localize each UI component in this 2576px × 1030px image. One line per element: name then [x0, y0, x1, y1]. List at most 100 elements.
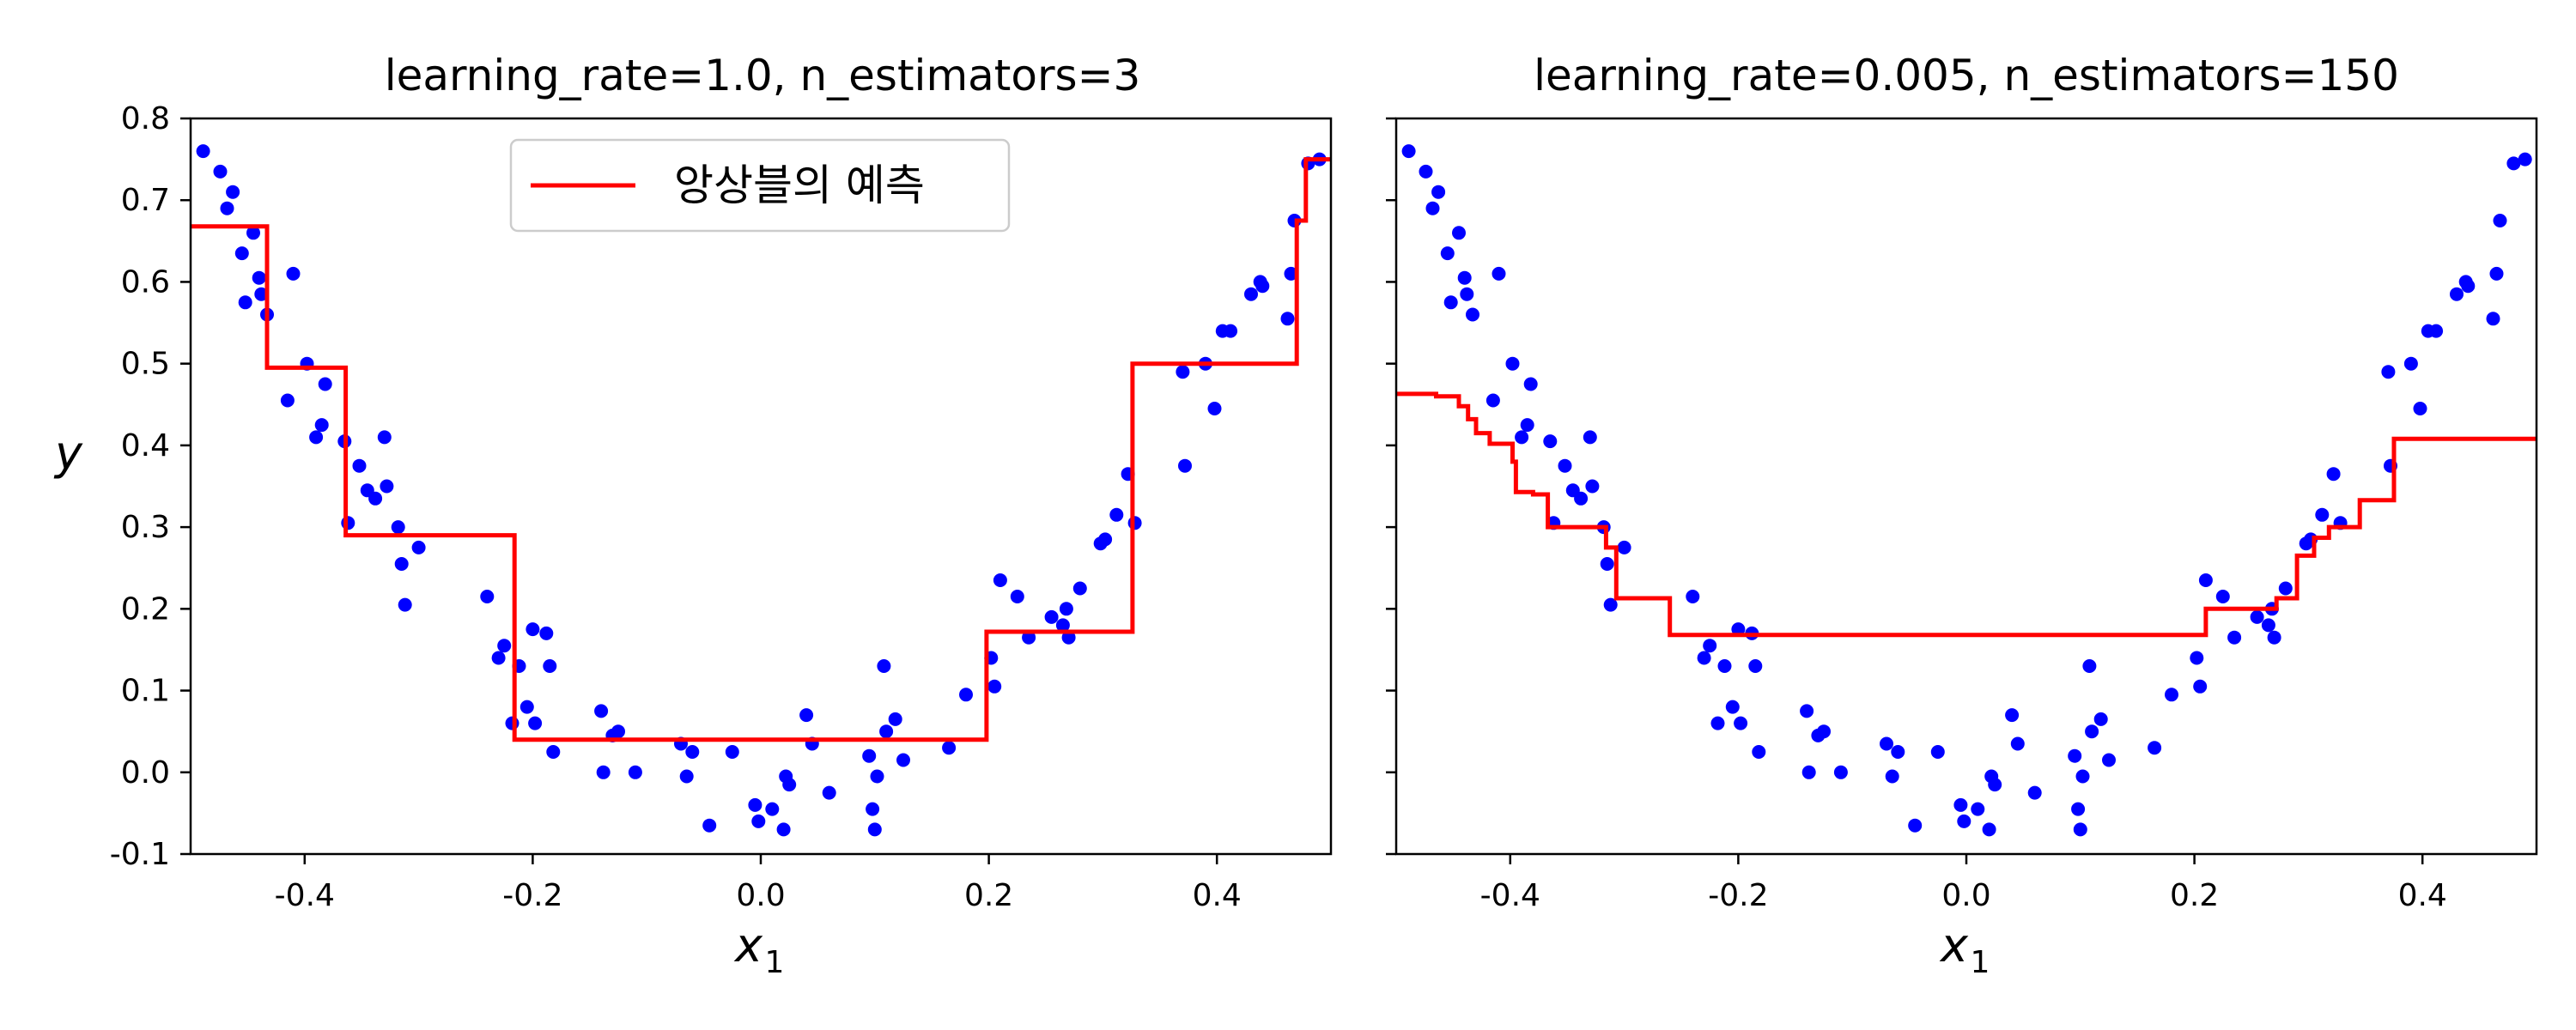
data-point — [411, 540, 426, 554]
data-point — [1731, 622, 1746, 637]
chart-title: learning_rate=1.0, n_estimators=3 — [385, 51, 1141, 100]
data-point — [679, 769, 694, 784]
data-point — [220, 201, 234, 215]
data-point — [1558, 458, 1572, 473]
data-point — [1401, 144, 1416, 159]
data-point — [2198, 573, 2213, 587]
data-point — [776, 822, 791, 837]
data-point — [2486, 312, 2500, 326]
data-point — [1574, 491, 1589, 506]
data-point — [1244, 287, 1258, 301]
prediction-line — [191, 157, 1331, 742]
data-point — [1523, 377, 1538, 391]
data-point — [1953, 797, 1968, 812]
data-point — [2461, 279, 2476, 294]
data-point — [1109, 507, 1124, 522]
legend: 앙상블의 예측 — [509, 138, 1011, 233]
x-axis-label-subscript: 1 — [765, 945, 785, 980]
data-point — [526, 622, 540, 637]
data-point — [2381, 365, 2396, 379]
data-point — [226, 185, 240, 199]
data-point — [2068, 748, 2082, 763]
data-point — [2518, 152, 2532, 167]
data-point — [1440, 246, 1455, 261]
data-point — [398, 597, 412, 612]
data-point — [2082, 659, 2097, 673]
data-point — [318, 377, 332, 391]
data-point — [942, 741, 957, 755]
data-point — [391, 520, 405, 535]
data-point — [2102, 753, 2116, 767]
data-point — [1710, 716, 1725, 730]
data-point — [1703, 639, 1717, 653]
x-tick-label: 0.2 — [2170, 878, 2219, 913]
data-point — [480, 590, 495, 603]
data-point — [748, 797, 762, 812]
data-point — [2165, 688, 2178, 702]
axes-frame — [1394, 117, 2538, 856]
data-point — [1431, 185, 1446, 199]
data-point — [2250, 609, 2264, 624]
data-point — [1072, 581, 1087, 596]
data-point — [1982, 822, 1996, 837]
data-point — [1443, 295, 1458, 310]
data-point — [2267, 630, 2281, 645]
data-point — [1880, 736, 1893, 751]
data-point — [1908, 818, 1923, 833]
plot-area — [191, 144, 1331, 837]
x-tick-label: 0.0 — [1941, 878, 1990, 913]
data-point — [1176, 365, 1190, 379]
data-point — [1059, 602, 1073, 616]
x-tick-label: -0.4 — [275, 878, 335, 913]
data-point — [1801, 765, 1816, 779]
data-point — [2227, 630, 2242, 645]
data-point — [2326, 467, 2341, 482]
x-tick-label: 0.0 — [736, 878, 785, 913]
data-point — [1583, 430, 1597, 445]
data-point — [993, 573, 1007, 587]
data-point — [2261, 618, 2275, 633]
data-point — [594, 704, 609, 718]
data-point — [2010, 736, 2025, 751]
data-point — [867, 822, 882, 837]
data-point — [1697, 651, 1711, 665]
data-point — [2315, 507, 2330, 522]
data-point — [352, 458, 367, 473]
data-point — [1725, 700, 1740, 714]
data-point — [505, 716, 519, 730]
chart-title: learning_rate=0.005, n_estimators=150 — [1534, 51, 2399, 100]
x-tick-label: -0.2 — [502, 878, 562, 913]
subplot-right: learning_rate=0.005, n_estimators=150 -0… — [1386, 51, 2538, 980]
data-point — [1891, 745, 1905, 759]
data-point — [987, 679, 1002, 694]
data-point — [2429, 324, 2444, 338]
data-point — [896, 753, 910, 767]
data-point — [234, 246, 249, 261]
y-tick-label: 0.1 — [121, 674, 170, 709]
data-point — [866, 802, 880, 816]
data-point — [1515, 430, 1529, 445]
data-point — [368, 491, 383, 506]
data-point — [2450, 287, 2464, 301]
data-point — [1485, 393, 1500, 408]
x-axis-label-subscript: 1 — [1971, 945, 1990, 980]
y-axis-label: y — [53, 427, 83, 481]
data-point — [213, 164, 228, 179]
data-point — [543, 659, 557, 673]
data-point — [2071, 802, 2086, 816]
data-point — [2005, 708, 2020, 723]
data-point — [888, 712, 902, 726]
data-point — [611, 724, 625, 739]
y-tick-label: 0.6 — [121, 264, 170, 300]
data-point — [280, 393, 295, 408]
data-point — [2075, 769, 2090, 784]
data-point — [2148, 741, 2162, 755]
legend-label: 앙상블의 예측 — [674, 161, 925, 210]
data-point — [252, 270, 266, 285]
data-point — [1800, 704, 1814, 718]
plot-area — [1396, 144, 2537, 837]
data-point — [1971, 802, 1985, 816]
data-point — [1885, 769, 1899, 784]
data-point — [1044, 609, 1059, 624]
data-point — [2215, 590, 2230, 603]
